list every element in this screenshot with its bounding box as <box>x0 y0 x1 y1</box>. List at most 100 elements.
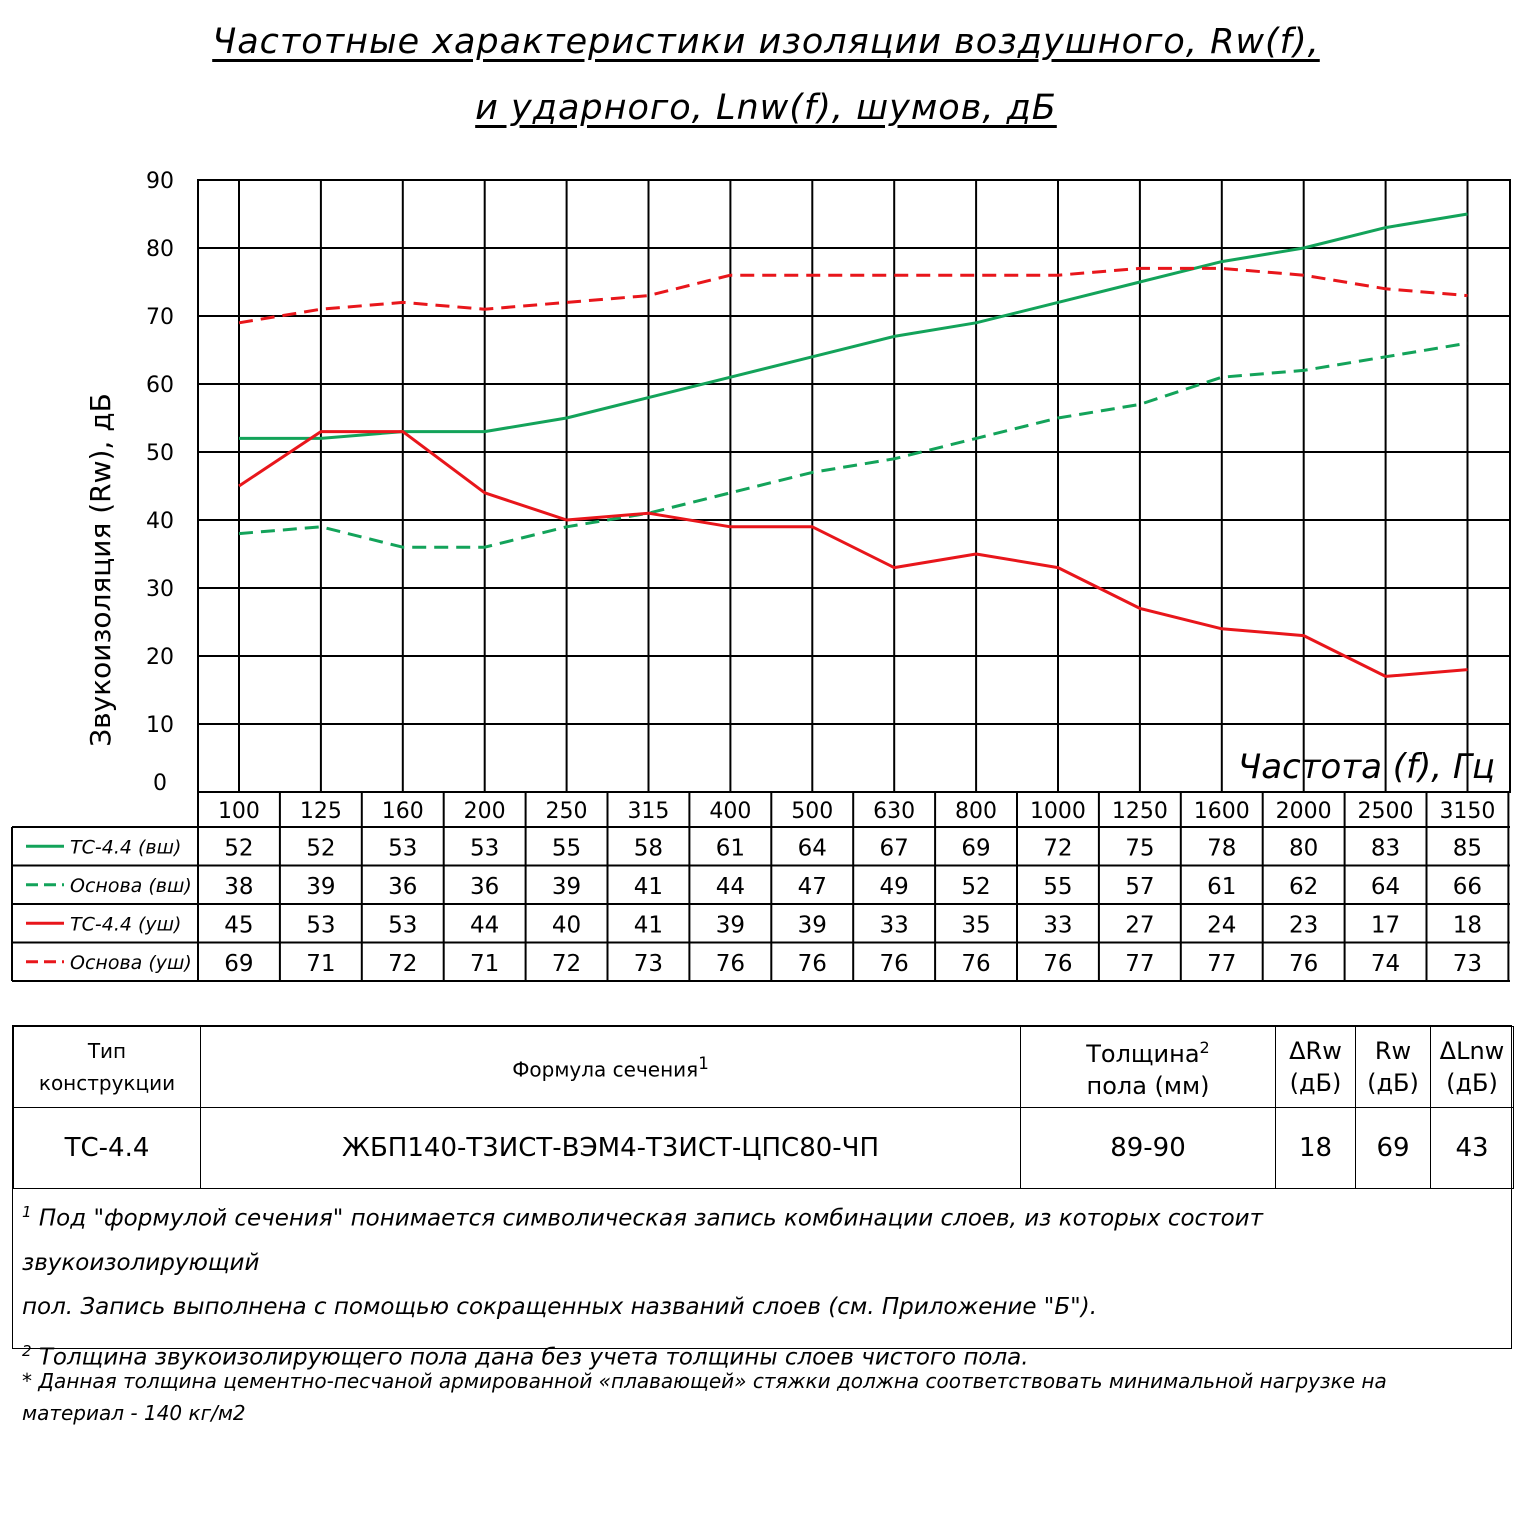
cell-thickness: 89-90 <box>1020 1107 1276 1189</box>
x-tick-label: 125 <box>300 799 342 824</box>
data-label: 76 <box>1043 951 1072 977</box>
data-label: 55 <box>552 835 581 861</box>
x-tick-label: 1600 <box>1194 799 1250 824</box>
header-type: Тип конструкции <box>13 1026 201 1108</box>
header-delta-lnw-line1: ΔLnw <box>1439 1037 1505 1065</box>
note-2-mark: 2 <box>22 1341 32 1360</box>
legend-label: Основа (вш) <box>70 875 192 897</box>
data-label: 66 <box>1453 874 1482 900</box>
x-tick-label: 315 <box>627 799 669 824</box>
header-formula: Формула сечения1 <box>200 1026 1021 1108</box>
data-label: 69 <box>961 835 990 861</box>
data-label: 62 <box>1289 874 1318 900</box>
data-label: 71 <box>306 951 335 977</box>
data-label: 41 <box>634 912 663 938</box>
data-label: 41 <box>634 874 663 900</box>
cell-delta-rw: 18 <box>1275 1107 1356 1189</box>
cell-formula: ЖБП140-Т3ИСТ-ВЭМ4-Т3ИСТ-ЦПС80-ЧП <box>200 1107 1021 1189</box>
data-label: 72 <box>388 951 417 977</box>
spec-notes: 1 Под "формулой сечения" понимается симв… <box>22 1190 1502 1379</box>
x-axis-label: Частота (f), Гц <box>1238 747 1495 787</box>
data-label: 18 <box>1453 912 1482 938</box>
header-type-line2: конструкции <box>38 1071 176 1095</box>
header-type-line1: Тип <box>87 1039 127 1063</box>
data-label: 78 <box>1207 835 1236 861</box>
x-tick-label: 1250 <box>1112 799 1168 824</box>
series-line-1 <box>239 212 1468 440</box>
data-label: 17 <box>1371 912 1400 938</box>
cell-rw: 69 <box>1355 1107 1431 1189</box>
data-label: 33 <box>1043 912 1072 938</box>
note-2-text: Толщина звукоизолирующего пола дана без … <box>38 1344 1029 1371</box>
legend-label: ТС-4.4 (уш) <box>70 913 181 935</box>
header-delta-rw-line1: ΔRw <box>1289 1037 1342 1065</box>
plot-frame <box>197 179 1511 793</box>
y-tick-label: 50 <box>146 441 174 466</box>
data-label: 73 <box>634 951 663 977</box>
header-formula-sup: 1 <box>698 1054 709 1074</box>
note-1: 1 Под "формулой сечения" понимается симв… <box>22 1190 1502 1285</box>
data-label: 40 <box>552 912 581 938</box>
construction-spec-table: Тип конструкции Формула сечения1 Толщина… <box>12 1025 1514 1349</box>
data-label: 44 <box>470 912 499 938</box>
data-label: 76 <box>880 951 909 977</box>
legend-label: Основа (уш) <box>70 952 192 974</box>
header-formula-label: Формула сечения <box>512 1057 699 1082</box>
note-1-text-a: Под "формулой сечения" понимается символ… <box>22 1205 1264 1276</box>
note-2: 2 Толщина звукоизолирующего пола дана бе… <box>22 1329 1502 1380</box>
series-line-3 <box>238 430 1468 678</box>
x-tick-label: 400 <box>709 799 751 824</box>
data-label: 55 <box>1043 874 1072 900</box>
header-thickness: Толщина2 пола (мм) <box>1020 1026 1276 1108</box>
data-label: 52 <box>961 874 990 900</box>
data-label: 49 <box>880 874 909 900</box>
data-label: 83 <box>1371 835 1400 861</box>
data-label: 36 <box>470 874 499 900</box>
data-label: 35 <box>961 912 990 938</box>
sound-insulation-chart: 0 10 20 30 40 50 60 70 80 90 Частота (f), Гц 100 12… <box>11 169 1511 982</box>
data-label: 85 <box>1453 835 1482 861</box>
x-tick-label: 500 <box>791 799 833 824</box>
footnote: * Данная толщина цементно-песчаной армир… <box>22 1369 1387 1425</box>
data-label: 23 <box>1289 912 1318 938</box>
x-tick-label: 1000 <box>1030 799 1086 824</box>
series-line-2 <box>238 341 1468 549</box>
data-label: 53 <box>388 912 417 938</box>
y-axis-label: Звукоизоляция (Rw), дБ <box>84 393 117 747</box>
data-label: 39 <box>798 912 827 938</box>
data-label: 72 <box>552 951 581 977</box>
y-tick-label: 90 <box>146 169 174 194</box>
data-label: 39 <box>552 874 581 900</box>
y-tick-label: 20 <box>146 645 174 670</box>
x-tick-label: 200 <box>464 799 506 824</box>
data-label: 71 <box>470 951 499 977</box>
header-delta-rw-line2: (дБ) <box>1289 1069 1342 1097</box>
data-label: 47 <box>798 874 827 900</box>
header-thickness-line2: пола (мм) <box>1086 1072 1210 1100</box>
y-tick-label: 30 <box>146 577 174 602</box>
data-label: 57 <box>1125 874 1154 900</box>
data-label: 52 <box>224 835 253 861</box>
data-label: 53 <box>470 835 499 861</box>
data-label: 64 <box>798 835 827 861</box>
data-label: 77 <box>1207 951 1236 977</box>
data-label: 39 <box>716 912 745 938</box>
header-rw-line1: Rw <box>1374 1037 1412 1065</box>
data-label: 76 <box>798 951 827 977</box>
data-label: 52 <box>306 835 335 861</box>
data-label: 75 <box>1125 835 1154 861</box>
data-label: 24 <box>1207 912 1236 938</box>
x-tick-label: 800 <box>955 799 997 824</box>
x-tick-label: 3150 <box>1439 799 1495 824</box>
y-tick-label: 60 <box>146 373 174 398</box>
chart-title-line1: Частотные характеристики изоляции воздуш… <box>212 22 1320 62</box>
header-delta-rw: ΔRw (дБ) <box>1275 1026 1356 1108</box>
data-label: 64 <box>1371 874 1400 900</box>
chart-title-line2: и ударного, Lnw(f), шумов, дБ <box>475 88 1057 128</box>
x-tick-label: 250 <box>546 799 588 824</box>
data-label: 38 <box>224 874 253 900</box>
data-label: 36 <box>388 874 417 900</box>
cell-type: ТС-4.4 <box>13 1107 201 1189</box>
data-label: 61 <box>716 835 745 861</box>
legend-label: ТС-4.4 (вш) <box>70 836 181 858</box>
